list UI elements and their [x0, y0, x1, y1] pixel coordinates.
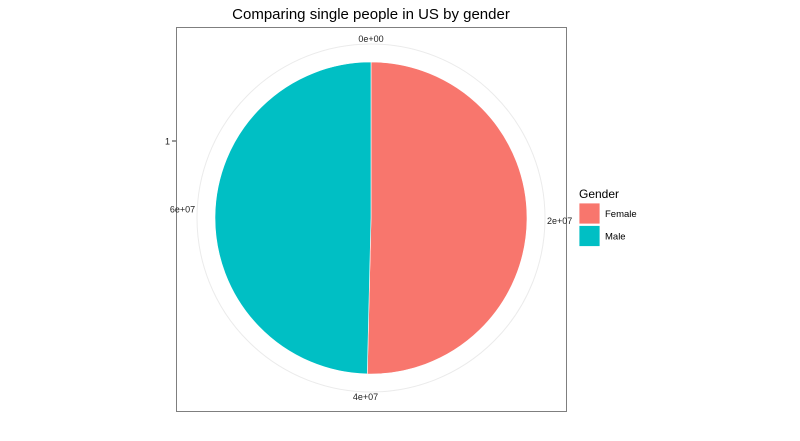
theta-tick-labels: 0e+00 2e+07 4e+07 6e+07: [170, 34, 572, 402]
legend-label-male: Male: [605, 232, 626, 243]
theta-tick-label: 4e+07: [353, 392, 378, 402]
legend-key-female: [578, 202, 601, 225]
pie-slice-female: [366, 61, 528, 375]
legend-title: Gender: [579, 187, 619, 201]
outer-grid-circle: [196, 43, 546, 393]
legend: Gender Female Male: [578, 187, 637, 247]
pie-slices: [214, 61, 528, 375]
pie-slice-male: [214, 61, 372, 375]
legend-key-male: [578, 225, 601, 247]
legend-entries: Female Male: [578, 202, 637, 247]
theta-tick-label: 6e+07: [170, 205, 195, 215]
y-axis-tick-label: 1: [165, 137, 170, 147]
legend-label-female: Female: [605, 209, 637, 220]
theta-tick-label: 2e+07: [547, 216, 572, 226]
chart-title: Comparing single people in US by gender: [232, 6, 510, 23]
theta-tick-label: 0e+00: [358, 34, 383, 44]
